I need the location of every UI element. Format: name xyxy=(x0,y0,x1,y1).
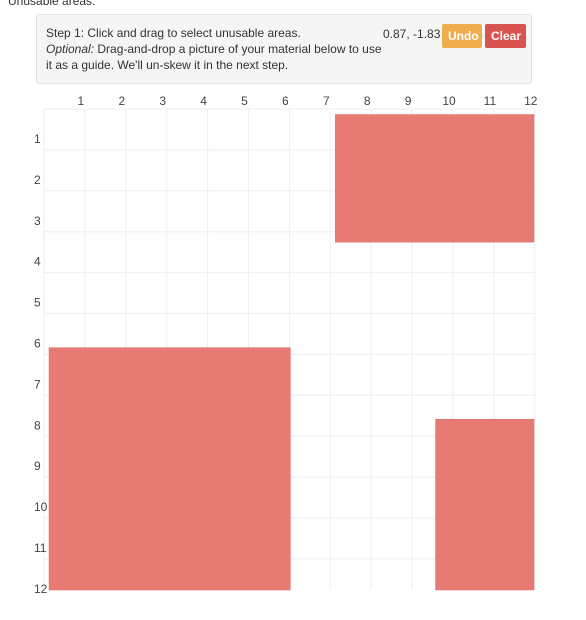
undo-button[interactable]: Undo xyxy=(442,24,482,48)
clear-button[interactable]: Clear xyxy=(485,24,526,48)
column-label: 12 xyxy=(524,94,538,108)
row-label: 11 xyxy=(34,541,47,555)
column-label: 2 xyxy=(118,94,125,108)
column-label: 8 xyxy=(364,94,371,108)
column-label: 3 xyxy=(159,94,166,108)
optional-label: Optional: xyxy=(46,42,95,56)
row-label: 3 xyxy=(34,214,41,228)
column-label: 9 xyxy=(405,94,412,108)
row-label: 9 xyxy=(34,459,41,473)
row-label: 6 xyxy=(34,337,41,351)
column-label: 10 xyxy=(442,94,456,108)
instructions-text: Step 1: Click and drag to select unusabl… xyxy=(46,25,386,73)
row-label: 7 xyxy=(34,377,41,391)
unusable-areas[interactable] xyxy=(48,114,535,591)
optional-text: Drag-and-drop a picture of your material… xyxy=(46,42,382,72)
row-label: 2 xyxy=(34,173,41,187)
row-label: 10 xyxy=(34,500,48,514)
column-label: 11 xyxy=(484,94,497,108)
column-label: 7 xyxy=(323,94,330,108)
row-label: 4 xyxy=(34,255,41,269)
section-heading: Unusable areas: xyxy=(8,0,96,8)
column-label: 4 xyxy=(200,94,207,108)
row-label: 12 xyxy=(34,582,48,596)
unusable-area[interactable] xyxy=(48,347,291,591)
column-label: 6 xyxy=(282,94,289,108)
row-label: 8 xyxy=(34,418,41,432)
instructions-panel: Step 1: Click and drag to select unusabl… xyxy=(36,14,532,84)
step-text: Step 1: Click and drag to select unusabl… xyxy=(46,26,301,40)
unusable-area[interactable] xyxy=(435,418,535,591)
row-label: 5 xyxy=(34,296,41,310)
column-labels: 1 2 3 4 5 6 7 8 9 10 11 12 xyxy=(78,94,538,108)
coordinate-readout: 0.87, -1.83 xyxy=(383,27,441,41)
unusable-area[interactable] xyxy=(335,114,535,243)
column-label: 1 xyxy=(78,94,85,108)
column-label: 5 xyxy=(241,94,248,108)
row-label: 1 xyxy=(34,132,41,146)
